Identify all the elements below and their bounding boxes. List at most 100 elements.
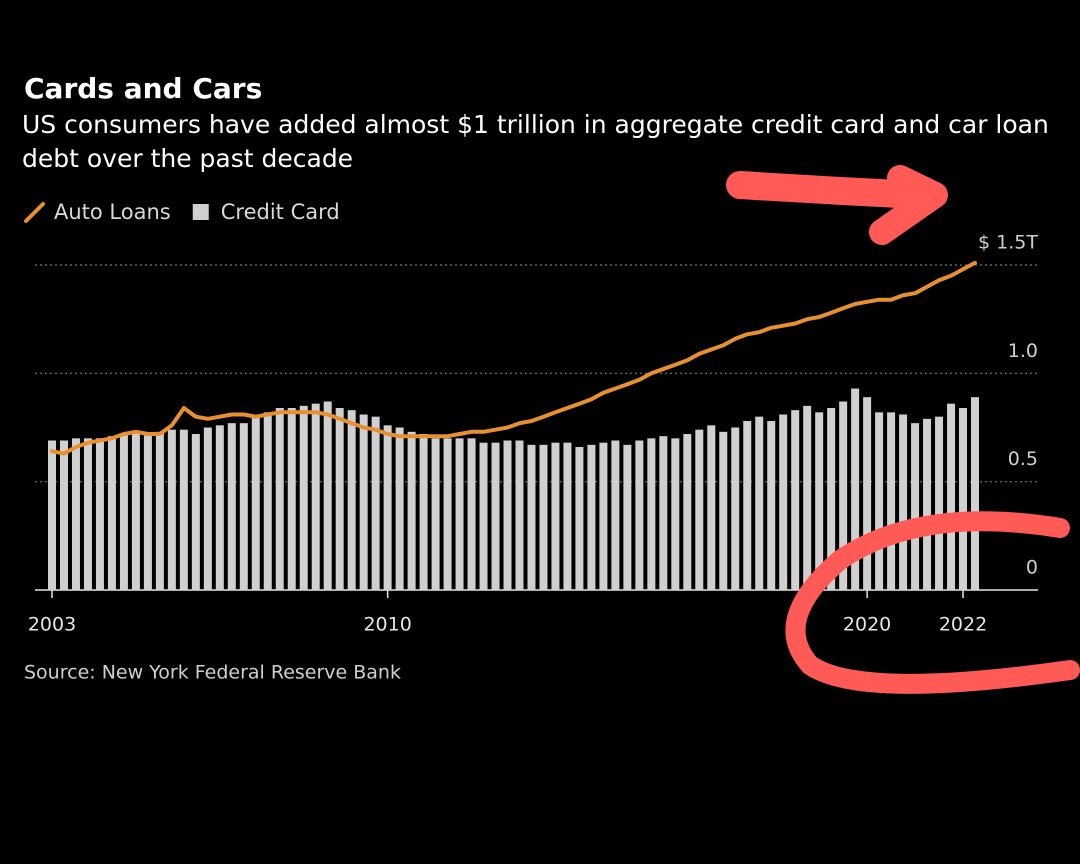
bar	[635, 440, 644, 590]
bar	[959, 408, 968, 590]
bar	[827, 408, 836, 590]
bar	[371, 416, 380, 590]
bar	[539, 444, 548, 590]
bar	[851, 388, 860, 590]
legend: Auto Loans Credit Card	[24, 200, 340, 224]
y-tick-label: $ 1.5T	[978, 232, 1038, 254]
bar	[527, 444, 536, 590]
circle-mark	[785, 511, 1080, 694]
bar	[359, 414, 368, 590]
bar	[215, 425, 224, 590]
bar	[407, 431, 416, 590]
chart-title: Cards and Cars	[24, 72, 262, 105]
bar	[671, 438, 680, 590]
bar	[563, 442, 572, 590]
bar	[503, 440, 512, 590]
bar	[275, 408, 284, 590]
bar	[59, 440, 68, 590]
bar	[431, 438, 440, 590]
bar	[623, 444, 632, 590]
bar	[719, 431, 728, 590]
bar	[263, 412, 272, 590]
bar	[491, 442, 500, 590]
bar	[251, 416, 260, 590]
legend-label: Credit Card	[221, 200, 340, 224]
bar	[83, 438, 92, 590]
x-tick-label: 2003	[28, 614, 76, 636]
bar	[659, 436, 668, 590]
bar	[647, 438, 656, 590]
bar	[599, 442, 608, 590]
legend-icon	[192, 204, 209, 220]
bar	[779, 414, 788, 590]
bar	[119, 434, 128, 590]
bar	[695, 429, 704, 590]
bar	[107, 436, 116, 590]
x-tick-label: 2022	[939, 614, 987, 636]
bar	[611, 440, 620, 590]
bar	[839, 401, 848, 590]
bar	[803, 405, 812, 590]
bar	[575, 447, 584, 590]
bar	[587, 444, 596, 590]
bar	[443, 438, 452, 590]
bar	[227, 423, 236, 590]
bar	[707, 425, 716, 590]
annotations	[726, 165, 1080, 694]
bar	[419, 434, 428, 590]
legend-label: Auto Loans	[54, 200, 171, 224]
bar	[479, 442, 488, 590]
bar	[287, 408, 296, 590]
bar	[551, 442, 560, 590]
subtitle-box: US consumers have added almost $1 trilli…	[22, 110, 1049, 173]
y-tick-label: 0.5	[1008, 448, 1038, 470]
bar	[71, 438, 80, 590]
bar	[815, 412, 824, 590]
bar	[131, 431, 140, 590]
bar	[875, 412, 884, 590]
bar	[383, 425, 392, 590]
bar	[191, 434, 200, 590]
bar	[887, 412, 896, 590]
bar	[743, 421, 752, 590]
bar	[947, 403, 956, 590]
x-tick-label: 2010	[363, 614, 411, 636]
bar	[95, 438, 104, 590]
bar	[179, 429, 188, 590]
bar	[167, 429, 176, 590]
bar	[155, 431, 164, 590]
bar	[311, 403, 320, 590]
bar	[731, 427, 740, 590]
bar	[911, 423, 920, 590]
bar	[755, 416, 764, 590]
arrow-head	[869, 165, 948, 245]
bar	[395, 427, 404, 590]
bar	[791, 410, 800, 590]
bar	[971, 397, 979, 590]
source: Source: New York Federal Reserve Bank	[24, 662, 401, 684]
bar	[899, 414, 908, 590]
bar	[683, 434, 692, 590]
bar	[48, 440, 56, 590]
bar	[863, 397, 872, 590]
x-tick-label: 2020	[843, 614, 891, 636]
chart-subtitle: US consumers have added almost $1 trilli…	[22, 110, 1049, 173]
plot: 0 0.5 1.0 $ 1.5T 2003 2010 2020 2022	[28, 232, 1039, 636]
bar	[467, 438, 476, 590]
bar	[515, 440, 524, 590]
line	[50, 260, 977, 456]
bar	[335, 408, 344, 590]
bar	[767, 421, 776, 590]
bar	[455, 438, 464, 590]
bar	[299, 405, 308, 590]
bar	[239, 423, 248, 590]
y-tick-label: 0	[1026, 557, 1038, 579]
legend-icon	[24, 202, 45, 223]
bar	[143, 434, 152, 590]
bar	[935, 416, 944, 590]
bar	[347, 410, 356, 590]
bar	[203, 427, 212, 590]
bar	[923, 418, 932, 590]
bar	[323, 401, 332, 590]
